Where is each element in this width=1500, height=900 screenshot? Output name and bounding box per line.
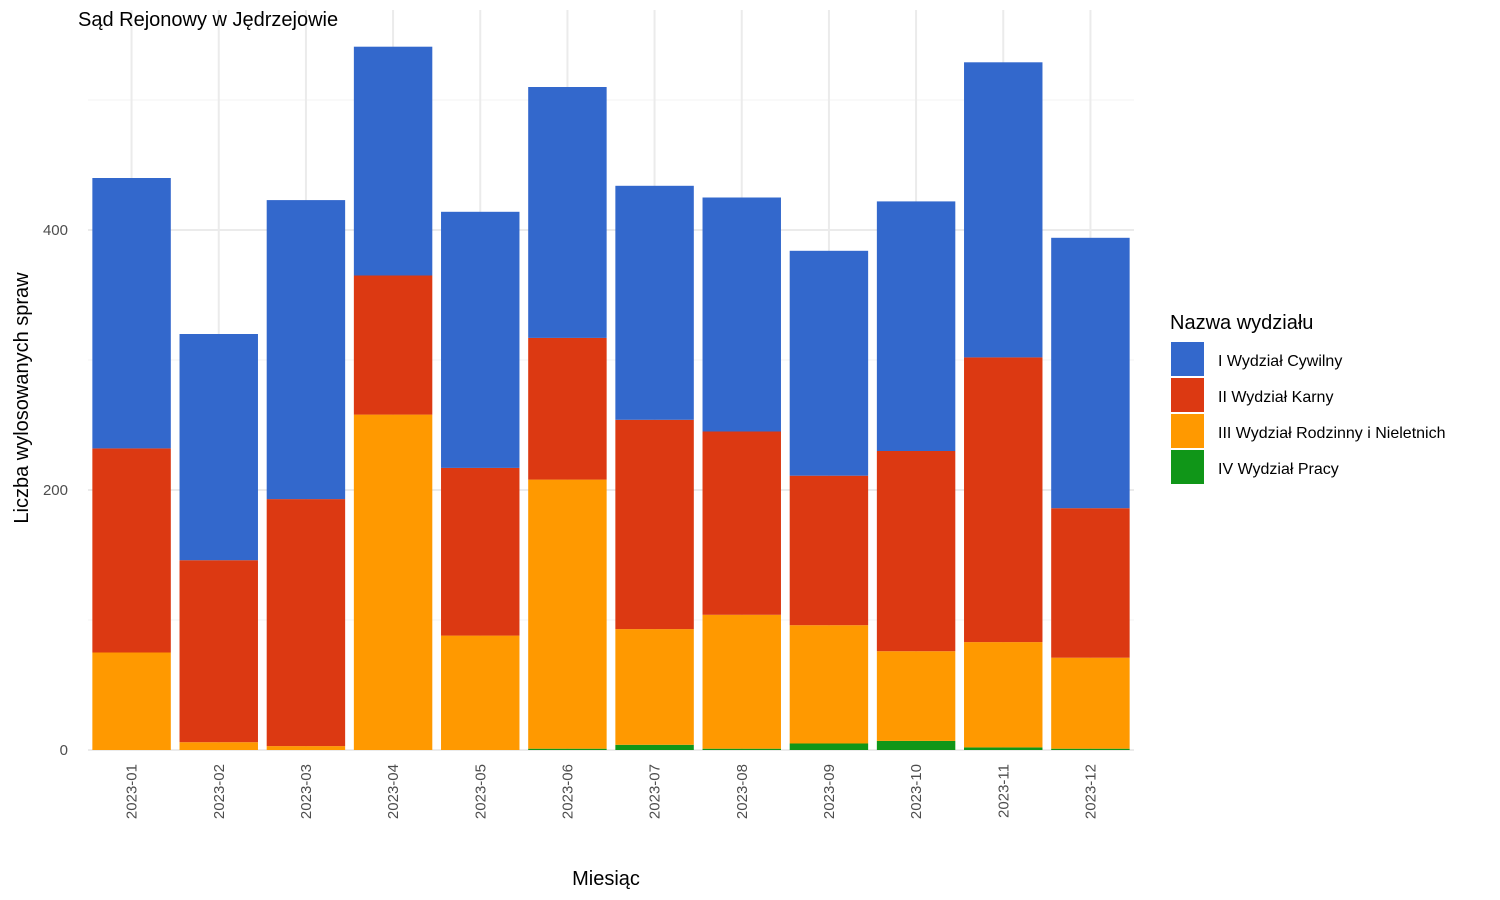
legend-label: III Wydział Rodzinny i Nieletnich [1218, 425, 1446, 442]
x-tick-label: 2023-02 [211, 764, 228, 819]
bar-segment [876, 451, 956, 652]
bar-segment [528, 479, 607, 749]
x-tick-label: 2023-01 [124, 764, 141, 819]
x-tick-label: 2023-07 [647, 764, 664, 819]
bar-segment [353, 275, 433, 415]
x-tick-label: 2023-09 [821, 764, 838, 819]
bar-segment [789, 743, 869, 750]
bar-segment [179, 334, 258, 561]
bar-segment [615, 744, 694, 750]
bar-segment [1051, 657, 1130, 749]
x-tick-label: 2023-11 [995, 764, 1012, 818]
legend-label: I Wydział Cywilny [1218, 353, 1342, 370]
legend: Nazwa wydziału I Wydział Cywilny II Wydzi… [1170, 312, 1446, 484]
bar-segment [615, 629, 694, 745]
bar-segment [179, 560, 258, 743]
bar-segment [528, 748, 607, 750]
x-tick-label: 2023-12 [1082, 764, 1099, 819]
x-tick-label: 2023-05 [472, 764, 489, 819]
bar-segment [702, 748, 781, 750]
bar-segment [92, 178, 171, 449]
chart-title: Sąd Rejonowy w Jędrzejowie [78, 9, 338, 31]
bar-segment [702, 431, 781, 615]
x-axis-ticks: 2023-01 2023-02 2023-03 2023-04 2023-05 2023-… [124, 764, 1100, 819]
y-axis-ticks: 0 200 400 [43, 222, 68, 759]
y-tick-label: 0 [60, 742, 68, 759]
y-tick-label: 200 [43, 482, 68, 499]
bar-segment [702, 614, 781, 749]
bars [92, 46, 1130, 750]
bar-segment [789, 475, 869, 626]
y-tick-label: 400 [43, 222, 68, 239]
x-tick-label: 2023-08 [734, 764, 751, 819]
y-axis-title: Liczba wylosowanych spraw [11, 272, 33, 524]
x-tick-label: 2023-03 [298, 764, 315, 819]
legend-swatch [1171, 342, 1204, 376]
bar-segment [528, 87, 607, 338]
bar-segment [789, 625, 869, 744]
bar-segment [964, 747, 1043, 750]
x-axis-title: Miesiąc [572, 868, 640, 890]
bar-segment [441, 211, 520, 468]
bar-segment [528, 337, 607, 480]
legend-label: IV Wydział Pracy [1218, 461, 1339, 478]
bar-segment [266, 200, 346, 500]
bar-segment [876, 651, 956, 741]
bar-segment [266, 499, 346, 747]
bar-segment [441, 635, 520, 750]
x-tick-label: 2023-10 [908, 764, 925, 819]
bar-segment [353, 414, 433, 750]
bar-segment [92, 448, 171, 653]
bar-segment [964, 357, 1043, 643]
bar-segment [1051, 237, 1130, 509]
legend-title: Nazwa wydziału [1170, 312, 1313, 334]
bar-segment [353, 46, 433, 276]
legend-swatch [1171, 414, 1204, 448]
bar-segment [1051, 508, 1130, 658]
legend-swatch [1171, 450, 1204, 484]
legend-swatch [1171, 378, 1204, 412]
bar-segment [92, 652, 171, 750]
x-tick-label: 2023-04 [385, 764, 402, 819]
bar-segment [702, 197, 781, 432]
bar-segment [615, 185, 694, 420]
bar-segment [615, 419, 694, 630]
bar-segment [789, 250, 869, 476]
bar-segment [179, 742, 258, 750]
bar-segment [964, 62, 1043, 358]
bar-segment [266, 746, 346, 750]
bar-segment [1051, 748, 1130, 750]
bar-segment [876, 201, 956, 451]
bar-segment [876, 740, 956, 750]
legend-label: II Wydział Karny [1218, 389, 1333, 406]
x-tick-label: 2023-06 [559, 764, 576, 819]
bar-segment [441, 467, 520, 636]
bar-segment [964, 642, 1043, 748]
